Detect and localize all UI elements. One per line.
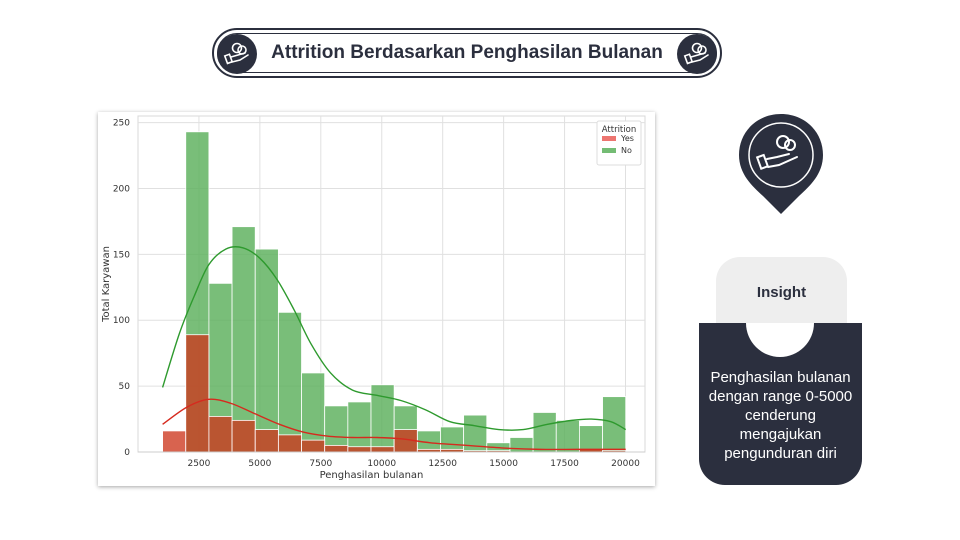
bar-no	[579, 425, 603, 453]
y-tick-label: 0	[124, 448, 130, 458]
money-hand-icon	[217, 34, 257, 74]
axes: 2500 5000 7500 10000 12500 15000 17500 20000 0 50…	[101, 119, 645, 481]
money-hand-icon	[677, 34, 717, 74]
x-tick-label: 17500	[550, 459, 579, 469]
kde-line-no	[161, 246, 627, 431]
bar-no	[231, 226, 256, 453]
y-tick-label: 250	[113, 119, 130, 129]
y-tick-label: 50	[119, 382, 131, 392]
chart-svg: 2500 5000 7500 10000 12500 15000 17500 20000 0 50…	[101, 115, 646, 481]
y-tick-label: 200	[113, 184, 130, 194]
x-axis-label: Penghasilan bulanan	[320, 470, 424, 481]
kde-line-yes	[162, 398, 626, 451]
insight-notch	[746, 323, 814, 357]
insight-header-box	[716, 257, 847, 327]
bar-no	[509, 437, 534, 453]
bar-yes	[347, 446, 372, 453]
bar-yes	[162, 430, 187, 453]
insight-text: Penghasilan bulanan dengan range 0-5000 …	[708, 369, 853, 462]
x-tick-label: 12500	[428, 459, 457, 469]
bar-yes	[370, 446, 395, 453]
bars-no-series	[185, 131, 627, 453]
bar-yes	[301, 439, 326, 453]
legend-title: Attrition	[602, 125, 636, 135]
map-pin-icon	[737, 112, 825, 216]
y-tick-label: 100	[113, 316, 130, 326]
x-tick-label: 2500	[187, 459, 210, 469]
x-tick-label: 20000	[611, 459, 640, 469]
x-tick-label: 10000	[367, 459, 396, 469]
bar-yes	[324, 445, 349, 453]
insight-body: Penghasilan bulanan dengan range 0-5000 …	[699, 323, 862, 485]
legend-swatch-no	[602, 148, 616, 153]
bar-no	[254, 248, 279, 453]
legend-label-no: No	[621, 146, 632, 155]
x-tick-label: 5000	[248, 459, 271, 469]
bar-no	[532, 412, 557, 453]
x-tick-label: 7500	[309, 459, 332, 469]
legend-box	[596, 120, 642, 166]
bar-yes	[208, 416, 233, 453]
bar-no	[347, 401, 372, 453]
insight-label: Insight	[756, 284, 807, 301]
bar-no	[440, 426, 465, 453]
legend-label-yes: Yes	[620, 134, 634, 143]
bar-no	[602, 396, 627, 453]
bar-yes	[277, 434, 302, 453]
y-tick-label: 150	[113, 250, 130, 260]
page-title: Attrition Berdasarkan Penghasilan Bulana…	[271, 42, 663, 63]
bar-yes	[254, 429, 279, 453]
y-axis-label: Total Karyawan	[101, 246, 112, 323]
bar-no	[555, 419, 580, 453]
kde-curves	[161, 246, 627, 451]
x-tick-label: 15000	[489, 459, 518, 469]
legend-swatch-yes	[602, 136, 616, 141]
page-title-banner: Attrition Berdasarkan Penghasilan Bulana…	[212, 28, 722, 78]
bar-yes	[231, 419, 256, 453]
histogram-chart: 2500 5000 7500 10000 12500 15000 17500 20000 0 50…	[98, 112, 655, 486]
bars-yes-series	[162, 334, 627, 453]
bar-yes	[185, 334, 210, 453]
